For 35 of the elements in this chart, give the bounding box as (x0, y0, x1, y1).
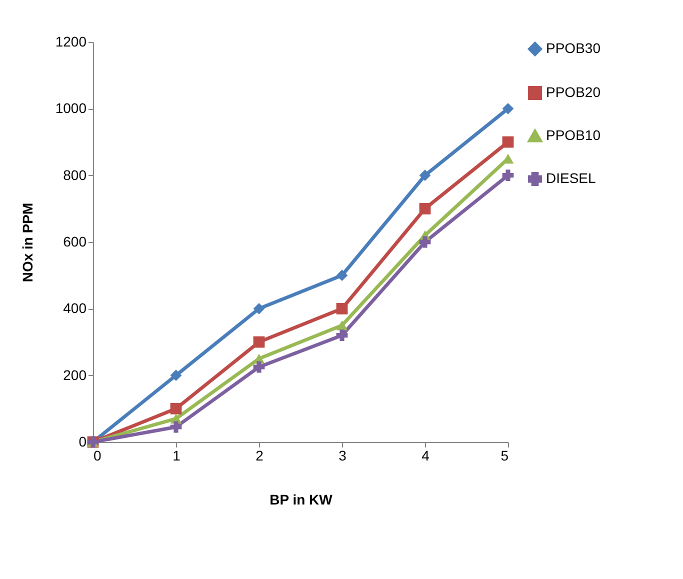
point (502, 102, 514, 114)
point (419, 170, 431, 182)
legend-label: PPOB10 (546, 127, 601, 143)
x-tick-label: 0 (94, 448, 102, 464)
y-tick-label: 0 (78, 434, 87, 450)
y-tick-label: 1200 (55, 34, 87, 50)
point (253, 302, 265, 314)
x-axis-title: BP in KW (270, 492, 334, 508)
point (419, 202, 431, 214)
point (170, 421, 182, 433)
x-tick-label: 5 (500, 448, 509, 464)
point (336, 320, 348, 330)
x-tick-label: 1 (172, 448, 181, 464)
y-tick-label: 1000 (55, 100, 87, 116)
y-axis-title: NOx in PPM (19, 202, 36, 282)
point (170, 370, 182, 382)
point (419, 236, 431, 248)
x-tick-label: 4 (422, 448, 430, 464)
x-tick-label: 2 (256, 448, 264, 464)
point (253, 361, 265, 373)
point (336, 270, 348, 282)
point (336, 330, 348, 342)
point (502, 170, 514, 182)
point (170, 402, 182, 414)
y-tick-label: 400 (63, 300, 87, 316)
y-tick-label: 600 (63, 234, 87, 250)
legend-label: PPOB20 (546, 84, 601, 100)
point (253, 336, 265, 348)
point (502, 136, 514, 148)
legend-label: DIESEL (546, 170, 596, 186)
y-tick-label: 800 (63, 166, 87, 183)
x-tick-label: 3 (338, 448, 347, 464)
point (336, 302, 348, 314)
y-tick-label: 200 (63, 366, 87, 383)
legend-label: PPOB30 (546, 40, 601, 56)
